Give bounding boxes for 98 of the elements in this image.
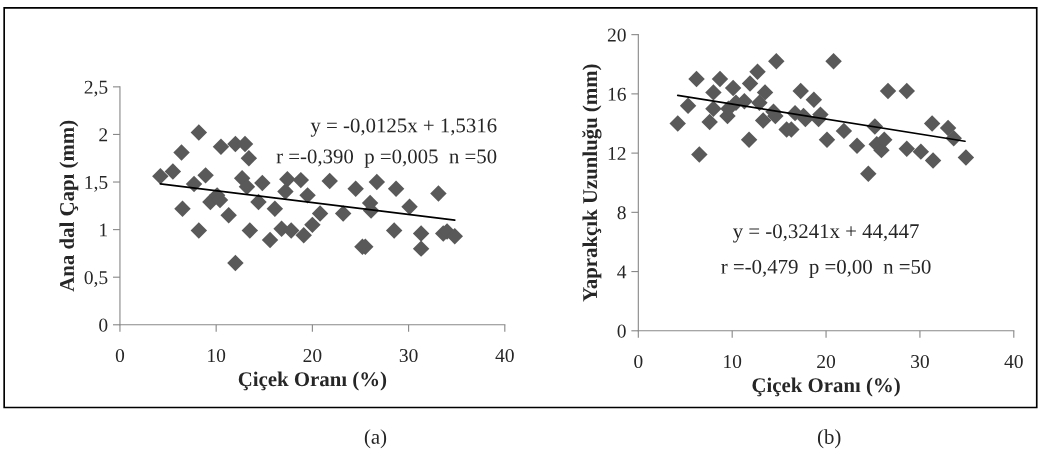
x-tick-label: 0 [634, 354, 643, 369]
point [879, 82, 897, 100]
point [299, 187, 316, 204]
annotation: y = -0,0125x + 1,5316 [310, 118, 497, 137]
point [321, 172, 338, 190]
point [164, 163, 182, 180]
point [898, 140, 915, 157]
annotation: r =-0,390 p =0,005 n =50 [276, 149, 497, 168]
point [412, 225, 430, 242]
text: (a) [364, 429, 387, 449]
point [912, 143, 930, 160]
point [705, 84, 722, 101]
x-tick-label: 40 [1004, 354, 1023, 369]
y-tick-label: 2 [99, 128, 108, 142]
point [724, 79, 742, 97]
point [711, 70, 729, 88]
x-axis-title: Çiçek Oranı (%) [238, 371, 387, 391]
point [768, 53, 785, 70]
point [401, 198, 418, 215]
y-tick-label: 0 [617, 324, 626, 338]
point [825, 53, 842, 70]
annotation: y = -0,3241x + 44,447 [732, 224, 919, 243]
point [241, 222, 259, 239]
point [190, 222, 208, 239]
point [792, 82, 809, 100]
point [924, 152, 942, 169]
y-tick-label: 0 [99, 318, 108, 332]
y-tick-label: 2,5 [84, 80, 108, 97]
point [212, 138, 230, 156]
point [669, 115, 686, 132]
point [876, 131, 893, 148]
point [254, 174, 271, 192]
y-tick-label: 1,5 [85, 175, 108, 192]
point [190, 124, 208, 141]
point [848, 137, 866, 154]
point [923, 115, 941, 132]
point [688, 70, 705, 88]
x-axis-title: Çiçek Oranı (%) [752, 377, 900, 397]
point [334, 205, 352, 222]
point [304, 216, 321, 234]
x-tick-label: 40 [495, 348, 514, 363]
y-tick-label: 12 [608, 146, 626, 160]
point [227, 254, 244, 272]
x-tick-label: 0 [115, 348, 125, 363]
y-tick-label: 4 [617, 265, 627, 279]
point [751, 94, 768, 111]
point [277, 183, 294, 200]
point [173, 144, 190, 161]
point [387, 180, 405, 197]
y-axis-title: Yaprakçık Uzunluğu (mm) [582, 64, 602, 302]
point [679, 97, 697, 114]
point [311, 205, 329, 222]
x-tick-label: 10 [208, 348, 226, 363]
point [835, 122, 853, 140]
point [805, 91, 823, 109]
y-tick-label: 8 [617, 206, 626, 220]
point [261, 231, 279, 249]
point [197, 167, 214, 184]
point [292, 171, 310, 189]
point [266, 200, 284, 217]
x-tick-label: 30 [399, 348, 418, 363]
y-axis-title: Ana dal Çapı (mm) [59, 120, 79, 292]
point [185, 175, 203, 193]
point [691, 146, 708, 163]
point [749, 63, 766, 80]
point [238, 178, 256, 195]
point [412, 240, 430, 257]
x-tick-label: 30 [911, 354, 929, 369]
point [705, 100, 722, 117]
point [347, 180, 364, 197]
point [939, 119, 957, 137]
point [174, 200, 191, 217]
point [957, 149, 975, 166]
x-tick-label: 20 [303, 348, 322, 363]
point [860, 165, 877, 183]
y-tick-label: 0,5 [84, 271, 108, 287]
point [152, 168, 169, 185]
point [818, 131, 836, 148]
point [295, 227, 312, 244]
point [756, 84, 774, 101]
x-tick-label: 10 [724, 354, 742, 369]
point [740, 131, 758, 148]
x-tick-label: 20 [817, 354, 836, 369]
y-tick-label: 20 [607, 28, 626, 42]
point [741, 75, 759, 92]
point [368, 173, 386, 191]
point [430, 185, 447, 202]
point [754, 112, 772, 129]
y-tick-label: 16 [608, 87, 626, 101]
point [220, 207, 237, 224]
point [898, 82, 915, 100]
annotation: r =-0,479 p =0,00 n =50 [721, 259, 931, 279]
point [446, 228, 463, 245]
point [385, 222, 403, 239]
text: (b) [817, 429, 841, 449]
point [701, 113, 718, 131]
y-tick-label: 1 [100, 223, 107, 237]
point [240, 150, 258, 167]
